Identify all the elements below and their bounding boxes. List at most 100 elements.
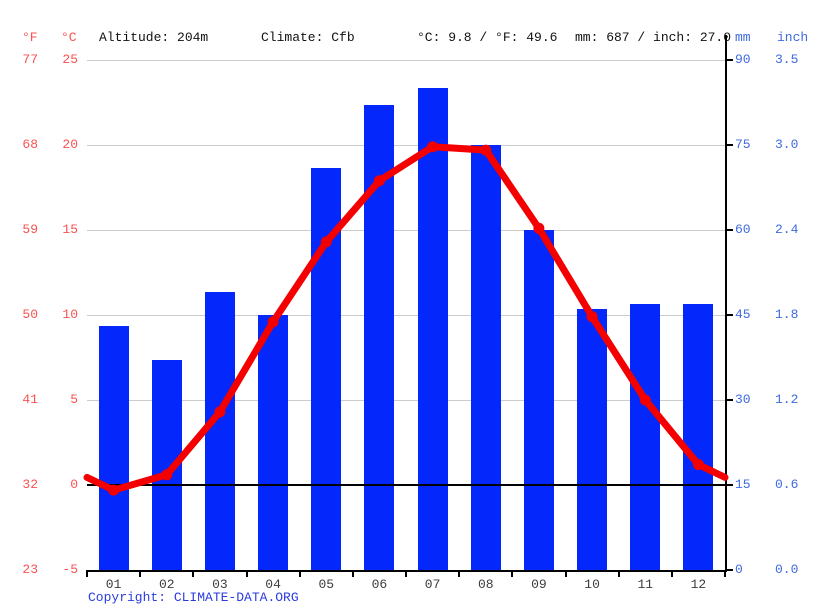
plot-area: [83, 59, 729, 570]
temperature-point-03: [214, 406, 226, 418]
celsius-tick-label: -5: [62, 562, 78, 577]
month-label-05: 05: [318, 577, 335, 592]
inch-tick-label: 0.0: [775, 562, 799, 577]
temperature-point-06: [373, 175, 385, 187]
x-axis-tick: [298, 570, 301, 577]
celsius-tick-label: 15: [62, 222, 78, 237]
mm-tick-label: 90: [735, 52, 751, 67]
climate-class-label: Climate: Cfb: [261, 30, 355, 45]
precip-bar-04: [258, 315, 289, 570]
x-axis-tick: [724, 570, 726, 577]
month-label-08: 08: [477, 577, 494, 592]
inch-tick-label: 1.8: [775, 307, 799, 322]
gridline: [87, 399, 725, 401]
gridline: [87, 59, 725, 61]
precip-bar-09: [523, 230, 554, 570]
mm-tick-label: 15: [735, 477, 751, 492]
precip-bar-01: [98, 326, 129, 570]
gridline: [87, 229, 725, 231]
month-label-11: 11: [637, 577, 654, 592]
copyright-link[interactable]: CLIMATE-DATA.ORG: [173, 590, 299, 605]
temperature-point-09: [533, 222, 545, 234]
precip-bar-10: [577, 309, 608, 570]
temperature-point-12: [692, 459, 704, 471]
mm-tick-label: 45: [735, 307, 751, 322]
x-axis-tick: [405, 570, 407, 577]
month-label-06: 06: [371, 577, 388, 592]
right-axis-tick: [725, 484, 733, 486]
fahrenheit-tick-label: 50: [22, 307, 38, 322]
inch-tick-label: 2.4: [775, 222, 799, 237]
right-axis-line: [725, 35, 727, 572]
right-axis-tick: [725, 314, 733, 316]
unit-inch-label: inch: [777, 30, 809, 45]
right-axis-tick: [725, 229, 733, 231]
x-axis-tick: [245, 570, 248, 577]
temperature-point-11: [639, 394, 651, 406]
temperature-point-08: [480, 144, 492, 156]
month-label-07: 07: [424, 577, 441, 592]
copyright-label: Copyright:: [88, 590, 167, 605]
mm-tick-label: 0: [735, 562, 743, 577]
avg-temp-label: °C: 9.8 / °F: 49.6: [417, 30, 558, 45]
x-axis-tick: [458, 570, 461, 577]
celsius-tick-label: 0: [70, 477, 78, 492]
precip-bar-03: [204, 292, 235, 570]
inch-tick-label: 3.0: [775, 137, 799, 152]
fahrenheit-tick-label: 41: [22, 392, 38, 407]
celsius-tick-label: 10: [62, 307, 78, 322]
temperature-point-07: [427, 141, 439, 153]
celsius-tick-label: 5: [70, 392, 78, 407]
mm-tick-label: 75: [735, 137, 751, 152]
unit-celsius-label: °C: [61, 30, 77, 45]
precip-bar-07: [417, 88, 448, 570]
unit-mm-label: mm: [735, 30, 751, 45]
month-label-10: 10: [584, 577, 600, 592]
inch-tick-label: 0.6: [775, 477, 799, 492]
right-axis-tick: [725, 144, 733, 146]
temperature-line: [83, 141, 729, 496]
footer: Copyright: CLIMATE-DATA.ORG: [88, 590, 299, 605]
temperature-point-01: [108, 484, 120, 496]
altitude-label: Altitude: 204m: [99, 30, 209, 45]
temperature-point-10: [586, 311, 598, 323]
unit-fahrenheit-label: °F: [22, 30, 38, 45]
temperature-point-04: [267, 316, 279, 328]
x-axis-tick: [670, 570, 673, 577]
temperature-polyline: [83, 143, 729, 494]
month-label-02: 02: [158, 577, 175, 592]
inch-tick-label: 3.5: [775, 52, 799, 67]
x-axis-tick: [511, 570, 514, 577]
right-axis-tick: [725, 569, 733, 571]
month-label-03: 03: [212, 577, 228, 592]
fahrenheit-tick-label: 68: [22, 137, 38, 152]
month-label-12: 12: [690, 577, 707, 592]
x-axis-tick: [192, 570, 195, 577]
x-axis-tick: [86, 570, 88, 577]
precip-bar-12: [683, 303, 714, 570]
temperature-point-05: [320, 236, 332, 248]
fahrenheit-tick-label: 77: [22, 52, 38, 67]
gridline: [87, 144, 725, 146]
x-axis-tick: [351, 570, 354, 577]
month-label-01: 01: [105, 577, 122, 592]
precip-bar-08: [470, 145, 501, 570]
precip-bar-11: [630, 303, 661, 570]
fahrenheit-tick-label: 23: [22, 562, 38, 577]
zero-degree-line: [87, 484, 725, 486]
x-axis-tick: [564, 570, 567, 577]
right-axis-tick: [725, 399, 733, 401]
inch-tick-label: 1.2: [775, 392, 799, 407]
celsius-tick-label: 20: [62, 137, 78, 152]
x-axis-tick: [139, 570, 142, 577]
mm-tick-label: 30: [735, 392, 751, 407]
annual-precip-label: mm: 687 / inch: 27.0: [575, 30, 732, 45]
fahrenheit-tick-label: 32: [22, 477, 38, 492]
month-label-04: 04: [265, 577, 281, 592]
celsius-tick-label: 25: [62, 52, 78, 67]
gridline: [87, 314, 725, 316]
x-axis-line: [87, 570, 727, 572]
right-axis-tick: [725, 59, 733, 61]
temperature-point-02: [161, 469, 173, 481]
